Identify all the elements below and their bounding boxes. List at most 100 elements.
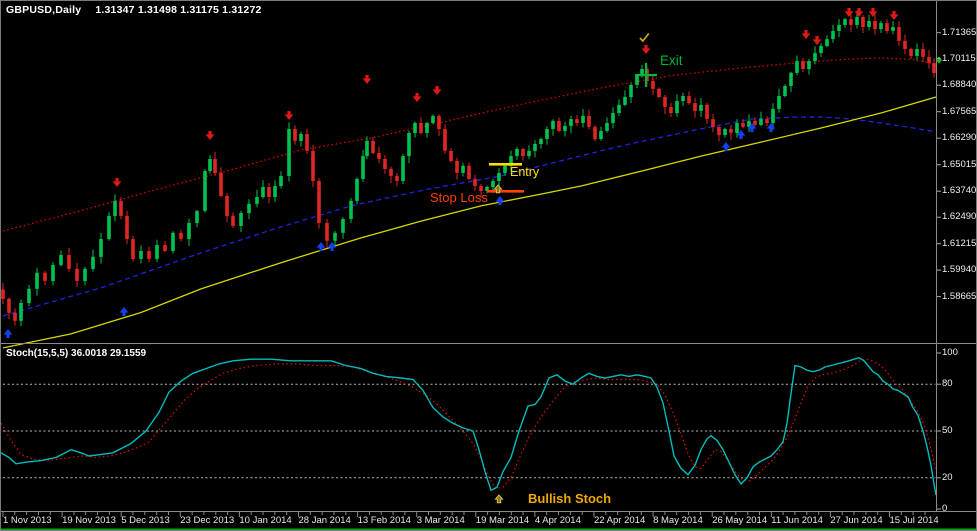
date-axis-label: 1 Nov 2013: [3, 515, 52, 526]
candle-body: [341, 219, 345, 233]
candle-body: [113, 200, 117, 216]
date-axis-label: 13 Feb 2014: [357, 515, 411, 526]
price-axis-label: 1.68840: [942, 79, 977, 91]
stop-loss-annotation: Stop Loss: [430, 190, 488, 205]
candle-body: [171, 232, 175, 251]
candle-body: [383, 159, 387, 169]
entry-price-line[interactable]: [489, 163, 522, 166]
candle-body: [711, 119, 715, 127]
candle-body: [239, 213, 243, 226]
candle-body: [669, 107, 673, 113]
candle-body: [693, 103, 697, 111]
candle-body: [13, 313, 17, 321]
candle-body: [91, 256, 95, 269]
candle-body: [873, 21, 877, 30]
candle-body: [657, 88, 661, 97]
price-axis-label: 1.62490: [942, 211, 977, 223]
candle-body: [67, 255, 71, 269]
price-axis-label: 1.61215: [942, 237, 977, 249]
bullish-stoch-annotation: Bullish Stoch: [528, 491, 612, 506]
stoch-axis-label: 100: [942, 347, 958, 358]
stop-loss-price-line[interactable]: [487, 190, 524, 193]
candle-body: [629, 85, 633, 98]
candle-body: [729, 129, 733, 133]
candle-body: [509, 156, 513, 166]
buy-arrow-icon: [327, 242, 337, 251]
candle-body: [407, 133, 411, 157]
stoch-axis-label: 20: [942, 471, 953, 483]
candle-body: [640, 69, 644, 77]
candle-body: [349, 200, 353, 219]
date-axis-label: 19 Nov 2013: [62, 515, 116, 526]
sell-arrow-icon: [854, 8, 864, 17]
candle-body: [795, 61, 799, 73]
gold-up-arrow-icon: [493, 184, 503, 194]
exit-annotation: Exit: [660, 53, 683, 68]
date-axis-label: 23 Dec 2013: [180, 515, 235, 526]
candle-body: [455, 161, 459, 173]
price-axis-label: 1.63740: [942, 185, 977, 197]
candle-body: [377, 152, 381, 159]
sell-arrow-icon: [362, 75, 372, 84]
candle-body: [401, 156, 405, 181]
candle-body: [855, 17, 859, 25]
candle-body: [741, 123, 745, 127]
candle-body: [261, 187, 265, 197]
date-axis-label: 10 Jan 2014: [239, 515, 292, 526]
buy-arrow-icon: [766, 123, 776, 132]
buy-arrow-icon: [721, 142, 731, 151]
candle-body: [491, 181, 495, 187]
candle-body: [753, 120, 757, 125]
candle-body: [317, 181, 321, 223]
candle-body: [255, 197, 259, 204]
candle-body: [107, 215, 111, 239]
buy-arrow-icon: [3, 329, 13, 338]
candle-body: [771, 108, 775, 123]
candle-body: [43, 272, 47, 281]
date-axis-label: 8 May 2014: [653, 515, 703, 526]
candle-body: [533, 144, 537, 151]
candle-body: [903, 40, 907, 49]
price-axis-label: 1.66290: [942, 132, 977, 144]
buy-arrow-icon: [736, 130, 746, 139]
candle-body: [443, 129, 447, 151]
candle-body: [325, 223, 329, 241]
candle-body: [909, 49, 913, 57]
candle-body: [35, 272, 39, 289]
candle-body: [279, 176, 283, 186]
candle-body: [247, 203, 251, 213]
candle-body: [705, 104, 709, 119]
candle-body: [687, 96, 691, 104]
candle-body: [467, 165, 471, 179]
candle-body: [891, 27, 895, 31]
candle-body: [557, 120, 561, 131]
candle-body: [539, 139, 543, 144]
sell-arrow-icon: [412, 93, 422, 102]
candle-body: [497, 172, 501, 181]
candle-body: [449, 150, 453, 162]
date-axis-label: 27 Jun 2014: [830, 515, 883, 526]
stoch-axis-label: 80: [942, 378, 953, 390]
candle-body: [605, 123, 609, 131]
price-axis-label: 1.58665: [942, 290, 977, 302]
candle-body: [225, 196, 229, 216]
candle-body: [419, 123, 423, 133]
candle-body: [267, 187, 271, 197]
candle-body: [837, 24, 841, 31]
buy-arrow-icon: [119, 307, 129, 316]
sell-arrow-icon: [641, 45, 651, 54]
exit-cross-marker[interactable]: [635, 63, 657, 87]
candle-body: [831, 31, 835, 40]
candle-body: [125, 215, 129, 239]
date-axis-label: 15 Jul 2014: [889, 515, 939, 526]
price-axis-label: 1.59940: [942, 264, 977, 276]
date-axis-label: 5 Dec 2013: [121, 515, 170, 526]
sell-arrow-icon: [889, 11, 899, 20]
candle-body: [19, 303, 23, 321]
candle-body: [885, 23, 889, 31]
chart-header: GBPUSD,Daily 1.31347 1.31498 1.31175 1.31…: [6, 5, 262, 16]
price-axis-label: 1.70115: [942, 52, 976, 64]
candle-body: [551, 120, 555, 129]
